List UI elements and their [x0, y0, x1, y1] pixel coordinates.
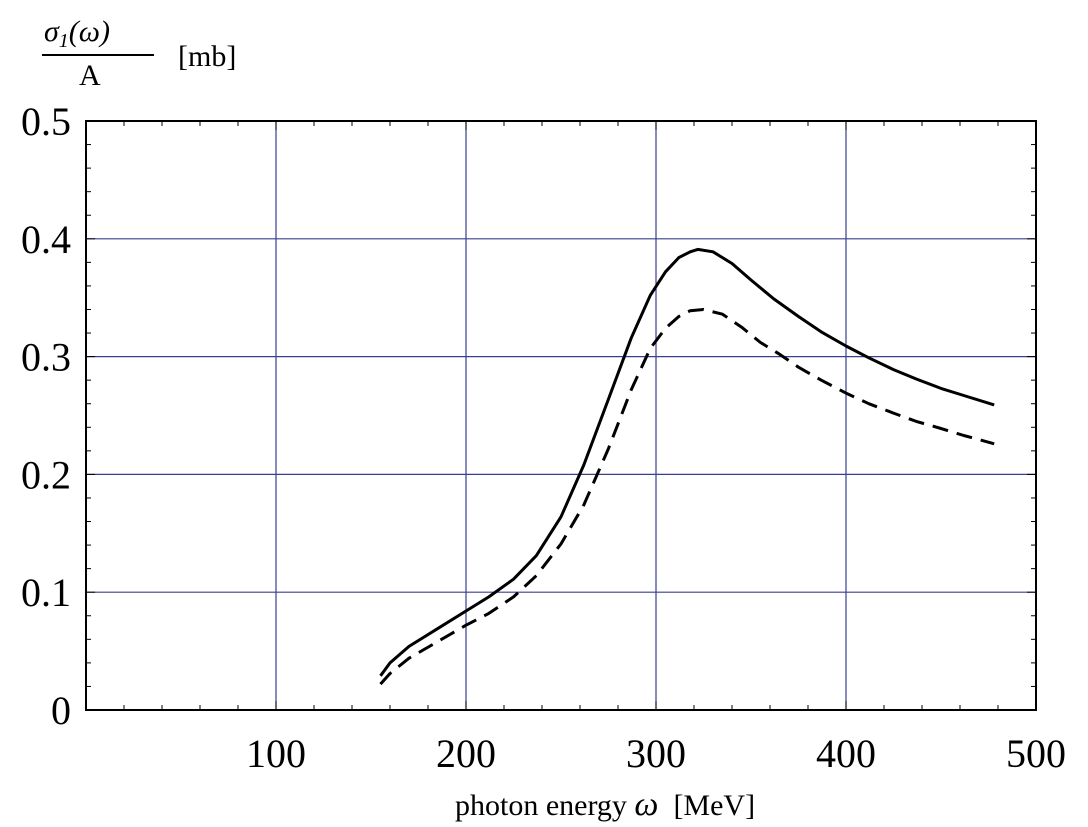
y-axis-title-unit: [mb] — [178, 40, 236, 73]
y-tick-label: 0 — [51, 688, 71, 733]
x-axis-title-text: photon energy — [455, 789, 634, 822]
x-axis-title: photon energy ω [MeV] — [455, 786, 755, 823]
y-axis-title-subscript: 1 — [59, 30, 69, 52]
y-tick-label: 0.5 — [21, 99, 71, 144]
y-axis-title-denominator: A — [79, 59, 101, 92]
series-layer — [379, 247, 995, 686]
x-axis-title-omega: ω — [634, 786, 658, 823]
x-tick-label: 100 — [246, 731, 306, 776]
minor-ticks — [86, 121, 1036, 710]
y-tick-labels: 0 0.1 0.2 0.3 0.4 0.5 — [21, 99, 71, 733]
series-line-dashed — [379, 308, 995, 686]
x-tick-label: 300 — [626, 731, 686, 776]
y-tick-label: 0.1 — [21, 570, 71, 615]
y-axis-title: σ1(ω) A [mb] — [42, 15, 236, 92]
x-tick-labels: 100 200 300 400 500 — [246, 731, 1066, 776]
grid-lines — [86, 121, 1036, 710]
y-tick-label: 0.2 — [21, 452, 71, 497]
y-tick-label: 0.3 — [21, 335, 71, 380]
x-tick-label: 400 — [816, 731, 876, 776]
series-line-solid — [379, 247, 995, 677]
x-tick-label: 200 — [436, 731, 496, 776]
x-axis-title-unit: [MeV] — [658, 789, 755, 822]
y-axis-title-numerator: σ1(ω) — [44, 15, 110, 52]
y-tick-label: 0.4 — [21, 217, 71, 262]
x-tick-label: 500 — [1006, 731, 1066, 776]
plot-frame — [85, 120, 1037, 711]
y-axis-title-argument: (ω) — [69, 15, 110, 48]
y-axis-title-sigma: σ — [44, 15, 60, 48]
